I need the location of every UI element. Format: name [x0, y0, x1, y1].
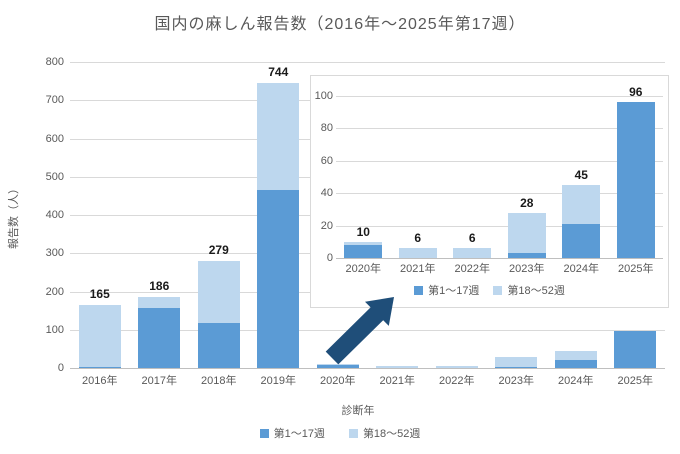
category-label: 2022年 [454, 263, 490, 275]
legend-swatch-icon [348, 428, 358, 438]
legend-swatch-icon [493, 285, 503, 295]
legend-item: 第1～17週 [414, 282, 479, 298]
legend-item: 第1～17週 [259, 425, 325, 441]
total-value-label: 6 [468, 231, 476, 246]
y-tick-label: 800 [45, 56, 64, 68]
bar-segment-weeks-1-17 [616, 102, 655, 258]
bar-segment-weeks-18-52 [495, 357, 538, 367]
gridline [336, 225, 663, 227]
y-tick-label: 0 [326, 252, 333, 264]
chart-title: 国内の麻しん報告数（2016年～2025年第17週） [154, 16, 526, 33]
bar-segment-weeks-1-17 [495, 366, 538, 368]
total-value-label: 165 [89, 286, 110, 301]
legend-label: 第18～52週 [362, 428, 421, 440]
y-tick-label: 600 [45, 132, 64, 145]
total-value-label: 96 [629, 85, 643, 100]
total-value-label: 45 [574, 168, 588, 183]
bar-segment-weeks-18-52 [554, 350, 597, 360]
category-label: 2020年 [320, 375, 356, 387]
legend-item: 第18～52週 [493, 282, 565, 298]
category-label: 2024年 [563, 263, 599, 275]
bar-segment-weeks-1-17 [78, 366, 121, 368]
y-tick-label: 200 [45, 285, 64, 298]
gridline [336, 96, 663, 97]
bar-segment-weeks-1-17 [562, 223, 601, 258]
legend-swatch-icon [414, 285, 424, 295]
y-tick-label: 80 [320, 122, 333, 135]
y-tick-label: 400 [45, 209, 64, 221]
category-label: 2021年 [400, 263, 436, 275]
x-axis-title: 診断年 [341, 405, 375, 417]
y-tick-label: 0 [57, 362, 64, 374]
bar-segment-weeks-18-52 [562, 185, 601, 224]
category-label: 2018年 [201, 375, 237, 387]
inset-chart: 0 20 40 60 80 100 10 2020年 6 2021年 6 2022年 28 2023年 45… [310, 75, 669, 308]
category-label: 2025年 [617, 375, 653, 387]
inset-legend: 第1～17週 第18～52週 [311, 282, 668, 298]
bar-segment-weeks-1-17 [138, 307, 181, 368]
gridline [70, 62, 665, 63]
bar-segment-weeks-18-52 [453, 248, 492, 258]
bar-segment-weeks-18-52 [344, 241, 383, 246]
legend-swatch-icon [259, 428, 269, 438]
total-value-label: 6 [414, 231, 422, 246]
legend-label: 第1～17週 [428, 285, 480, 297]
legend-label: 第1～17週 [273, 428, 325, 440]
main-legend: 第1～17週 第18～52週 [0, 425, 680, 441]
gridline [336, 128, 663, 130]
bar-segment-weeks-18-52 [197, 261, 240, 324]
total-value-label: 186 [149, 278, 170, 293]
bar-segment-weeks-1-17 [554, 359, 597, 368]
category-label: 2023年 [509, 263, 545, 275]
bar-segment-weeks-18-52 [376, 365, 419, 368]
category-label: 2020年 [345, 263, 381, 275]
y-tick-label: 300 [45, 247, 64, 260]
bar-segment-weeks-1-17 [507, 253, 546, 258]
total-value-label: 279 [208, 243, 229, 258]
bar-segment-weeks-18-52 [398, 248, 437, 258]
category-label: 2016年 [82, 375, 118, 387]
gridline [336, 193, 663, 195]
bar-segment-weeks-18-52 [257, 83, 300, 191]
bar-segment-weeks-1-17 [614, 331, 657, 368]
category-label: 2019年 [260, 375, 296, 387]
y-tick-label: 60 [320, 154, 333, 167]
x-axis-line [336, 258, 663, 259]
category-label: 2022年 [439, 375, 475, 387]
zoom-arrow-icon [325, 297, 394, 365]
bar-segment-weeks-1-17 [344, 245, 383, 258]
bar-segment-weeks-1-17 [197, 323, 240, 368]
legend-item: 第18～52週 [348, 425, 421, 441]
bar-segment-weeks-18-52 [435, 365, 478, 368]
bar-segment-weeks-18-52 [138, 296, 181, 308]
bar-segment-weeks-1-17 [257, 190, 300, 368]
total-value-label: 744 [268, 65, 289, 80]
category-label: 2021年 [379, 375, 415, 387]
total-value-label: 28 [520, 195, 534, 210]
zoom-arrow-shape [325, 297, 394, 365]
category-label: 2025年 [618, 263, 654, 275]
y-tick-label: 100 [314, 90, 333, 102]
category-label: 2024年 [558, 375, 594, 387]
bar-segment-weeks-18-52 [78, 304, 121, 367]
bar-segment-weeks-18-52 [507, 212, 546, 254]
category-label: 2017年 [141, 375, 177, 387]
y-tick-label: 500 [45, 170, 64, 183]
bar-segment-weeks-1-17 [316, 364, 359, 368]
y-tick-label: 100 [45, 323, 64, 336]
y-axis-title: 報告数（人） [8, 183, 20, 249]
bar-segment-weeks-18-52 [316, 364, 359, 366]
total-value-label: 10 [356, 224, 370, 239]
x-axis-line [70, 368, 665, 369]
y-tick-label: 40 [320, 187, 333, 200]
category-label: 2023年 [498, 375, 534, 387]
legend-label: 第18～52週 [507, 285, 565, 297]
y-tick-label: 20 [320, 219, 333, 232]
y-tick-label: 700 [45, 94, 64, 107]
gridline [336, 160, 663, 162]
